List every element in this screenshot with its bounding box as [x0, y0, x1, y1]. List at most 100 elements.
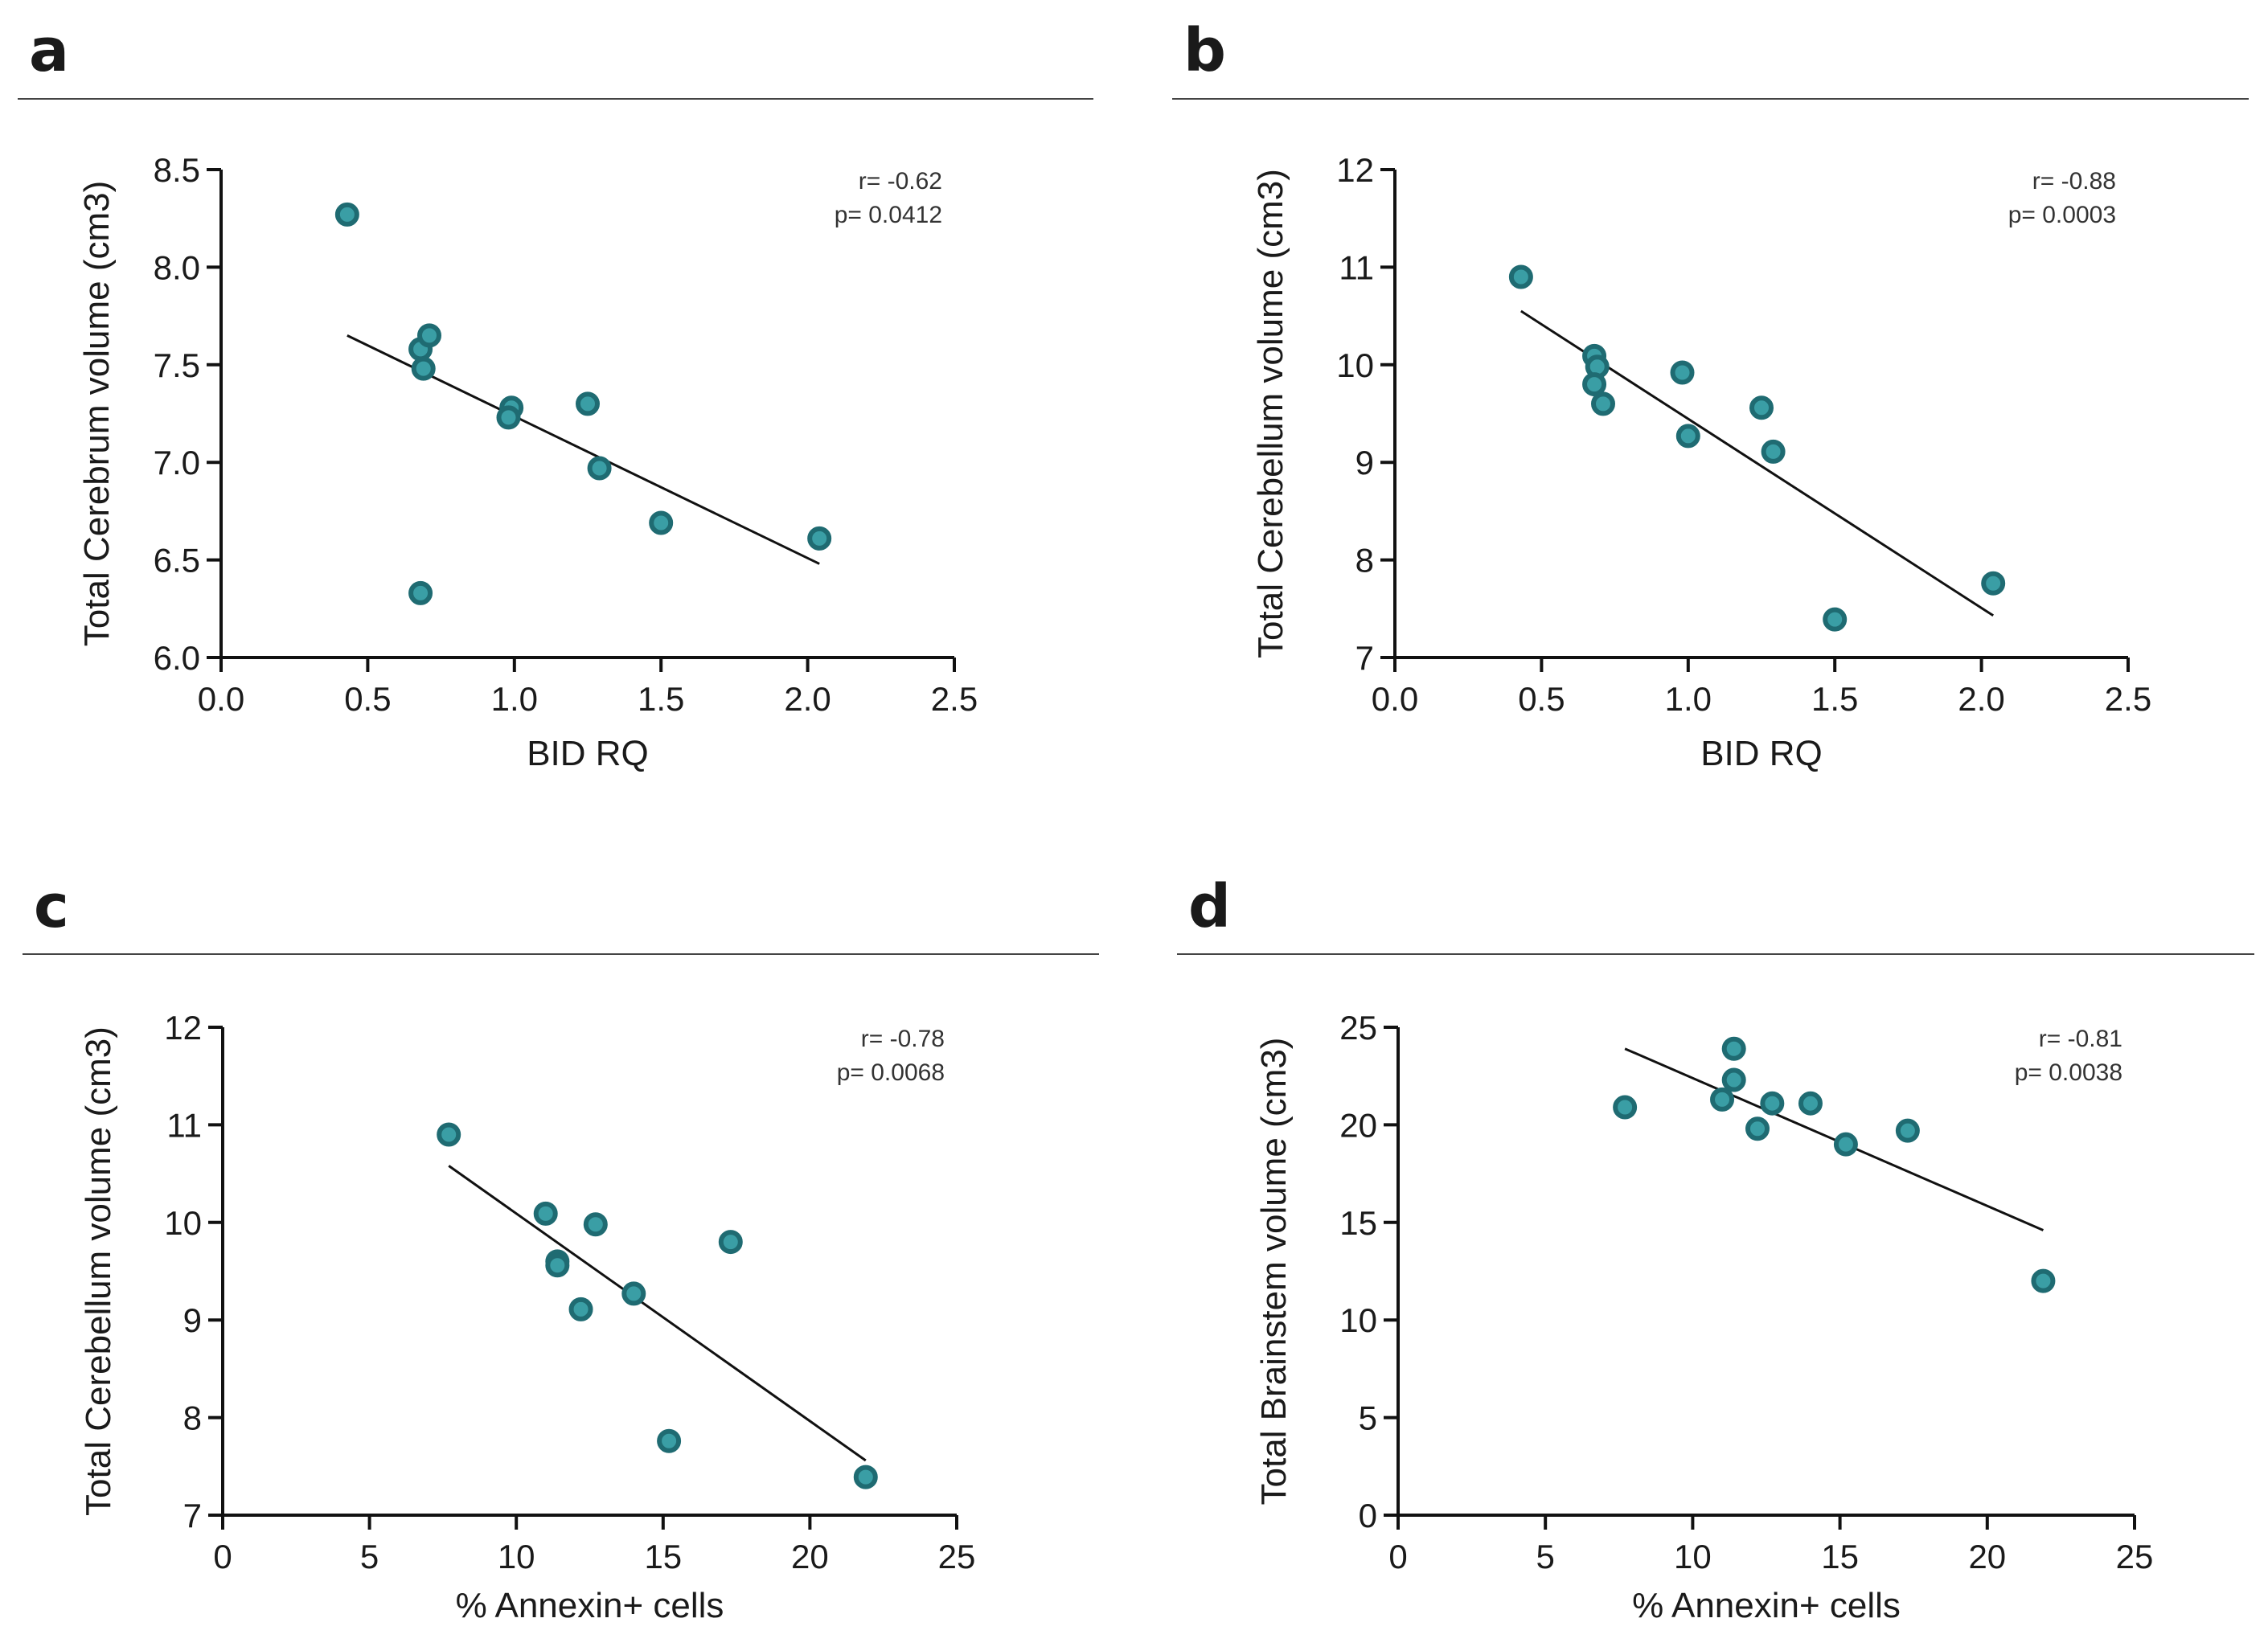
- p-value-label: p= 0.0068: [837, 1059, 945, 1086]
- data-point: [1981, 571, 2006, 596]
- data-point: [408, 580, 433, 605]
- panel-b: b 7 8 9 10 11 12 0.0 0.5 1.0 1.5 2.0 2.5 BID RQ Total …: [1172, 16, 2249, 773]
- y-tick-label: 15: [1339, 1204, 1377, 1242]
- x-tick-label: 0: [1388, 1538, 1407, 1575]
- x-tick-label: 1.5: [638, 680, 684, 718]
- x-tick-label: 2.0: [784, 680, 831, 718]
- p-value-label: p= 0.0412: [835, 202, 942, 228]
- data-point: [1749, 395, 1774, 420]
- data-point: [621, 1281, 646, 1306]
- y-tick-label: 7: [183, 1497, 202, 1534]
- y-tick-label: 7: [1355, 639, 1374, 677]
- x-tick-label: 25: [2116, 1538, 2154, 1575]
- data-point: [533, 1201, 558, 1226]
- y-tick-label: 0: [1359, 1497, 1377, 1534]
- y-tick-label: 8.0: [154, 248, 200, 286]
- data-point: [1591, 391, 1616, 416]
- y-axis-title: Total Cerebellum volume (cm3): [1251, 169, 1290, 658]
- x-tick-label: 2.5: [2105, 680, 2151, 718]
- x-axis-title: BID RQ: [527, 734, 649, 773]
- correlation-r-label: r= -0.62: [859, 168, 942, 195]
- x-axis-title: % Annexin+ cells: [456, 1586, 724, 1625]
- x-tick-label: 10: [1674, 1538, 1712, 1575]
- x-tick-label: 15: [1821, 1538, 1859, 1575]
- data-point: [496, 405, 521, 430]
- data-point: [576, 391, 600, 416]
- data-point: [1745, 1116, 1770, 1141]
- data-point: [1761, 439, 1786, 464]
- x-tick-label: 0: [213, 1538, 232, 1575]
- data-point: [1675, 424, 1700, 449]
- x-tick-label: 10: [498, 1538, 535, 1575]
- y-tick-label: 7.0: [154, 444, 200, 481]
- x-tick-label: 25: [938, 1538, 976, 1575]
- y-tick-label: 12: [1336, 151, 1374, 189]
- data-point: [1798, 1091, 1823, 1116]
- y-tick-label: 10: [1339, 1301, 1377, 1339]
- data-point: [1613, 1095, 1638, 1120]
- y-axis-title: Total Cerebrum volume (cm3): [77, 181, 117, 647]
- data-point: [807, 526, 832, 551]
- panel-letter: c: [34, 872, 69, 941]
- p-value-label: p= 0.0038: [2015, 1059, 2122, 1086]
- data-point: [587, 456, 612, 481]
- panel-letter: b: [1183, 16, 1226, 85]
- data-point: [437, 1122, 461, 1147]
- y-tick-label: 12: [164, 1009, 202, 1047]
- data-point: [1670, 360, 1695, 385]
- data-point: [334, 202, 359, 227]
- data-point: [568, 1297, 593, 1321]
- x-tick-label: 15: [644, 1538, 682, 1575]
- y-tick-label: 11: [1339, 248, 1374, 286]
- x-tick-label: 20: [1968, 1538, 2006, 1575]
- y-tick-label: 10: [164, 1204, 202, 1242]
- regression-line: [1624, 1047, 2044, 1231]
- data-point: [1823, 607, 1848, 632]
- x-tick-label: 20: [791, 1538, 829, 1575]
- y-tick-label: 8: [1355, 542, 1374, 580]
- p-value-label: p= 0.0003: [2008, 202, 2116, 228]
- x-tick-label: 5: [1536, 1538, 1555, 1575]
- x-tick-label: 0.0: [198, 680, 244, 718]
- panel-letter: a: [29, 16, 69, 85]
- y-tick-label: 9: [183, 1301, 202, 1339]
- x-tick-label: 1.0: [1665, 680, 1712, 718]
- data-point: [649, 510, 674, 535]
- panel-a: a 6.0 6.5 7.0 7.5 8.0 8.5 0.0 0.5 1.0 1.5 2.0 2.5 BID…: [18, 16, 1093, 773]
- data-point: [1721, 1036, 1746, 1061]
- y-tick-label: 25: [1339, 1009, 1377, 1047]
- y-tick-label: 6.5: [154, 542, 200, 580]
- data-point: [657, 1428, 682, 1453]
- panel-d: d 0 5 10 15 20 25 0 5 10 15 20 25 % Annexin+ cells Tot…: [1177, 872, 2254, 1625]
- y-tick-label: 8: [183, 1399, 202, 1437]
- data-point: [417, 323, 442, 348]
- data-point: [1721, 1067, 1746, 1092]
- data-point: [1833, 1132, 1858, 1157]
- data-point: [1582, 372, 1607, 397]
- y-tick-label: 9: [1355, 444, 1374, 481]
- y-tick-label: 5: [1359, 1399, 1377, 1437]
- data-point: [2031, 1268, 2056, 1293]
- x-axis-title: % Annexin+ cells: [1632, 1586, 1901, 1625]
- y-tick-label: 10: [1336, 346, 1374, 384]
- data-point: [545, 1253, 570, 1278]
- x-tick-label: 1.0: [491, 680, 538, 718]
- correlation-r-label: r= -0.81: [2039, 1026, 2122, 1052]
- regression-line: [448, 1165, 867, 1462]
- y-tick-label: 20: [1339, 1106, 1377, 1144]
- x-tick-label: 2.0: [1958, 680, 2004, 718]
- correlation-r-label: r= -0.88: [2032, 168, 2116, 195]
- y-tick-label: 7.5: [154, 346, 200, 384]
- y-tick-label: 11: [166, 1106, 202, 1144]
- data-point: [1760, 1091, 1785, 1116]
- data-point: [583, 1212, 608, 1237]
- x-tick-label: 1.5: [1811, 680, 1858, 718]
- x-tick-label: 0.5: [1518, 680, 1565, 718]
- data-point: [411, 356, 436, 381]
- x-tick-label: 0.5: [344, 680, 391, 718]
- correlation-r-label: r= -0.78: [861, 1026, 945, 1052]
- x-tick-label: 0.0: [1372, 680, 1418, 718]
- x-tick-label: 5: [360, 1538, 379, 1575]
- y-tick-label: 6.0: [154, 639, 200, 677]
